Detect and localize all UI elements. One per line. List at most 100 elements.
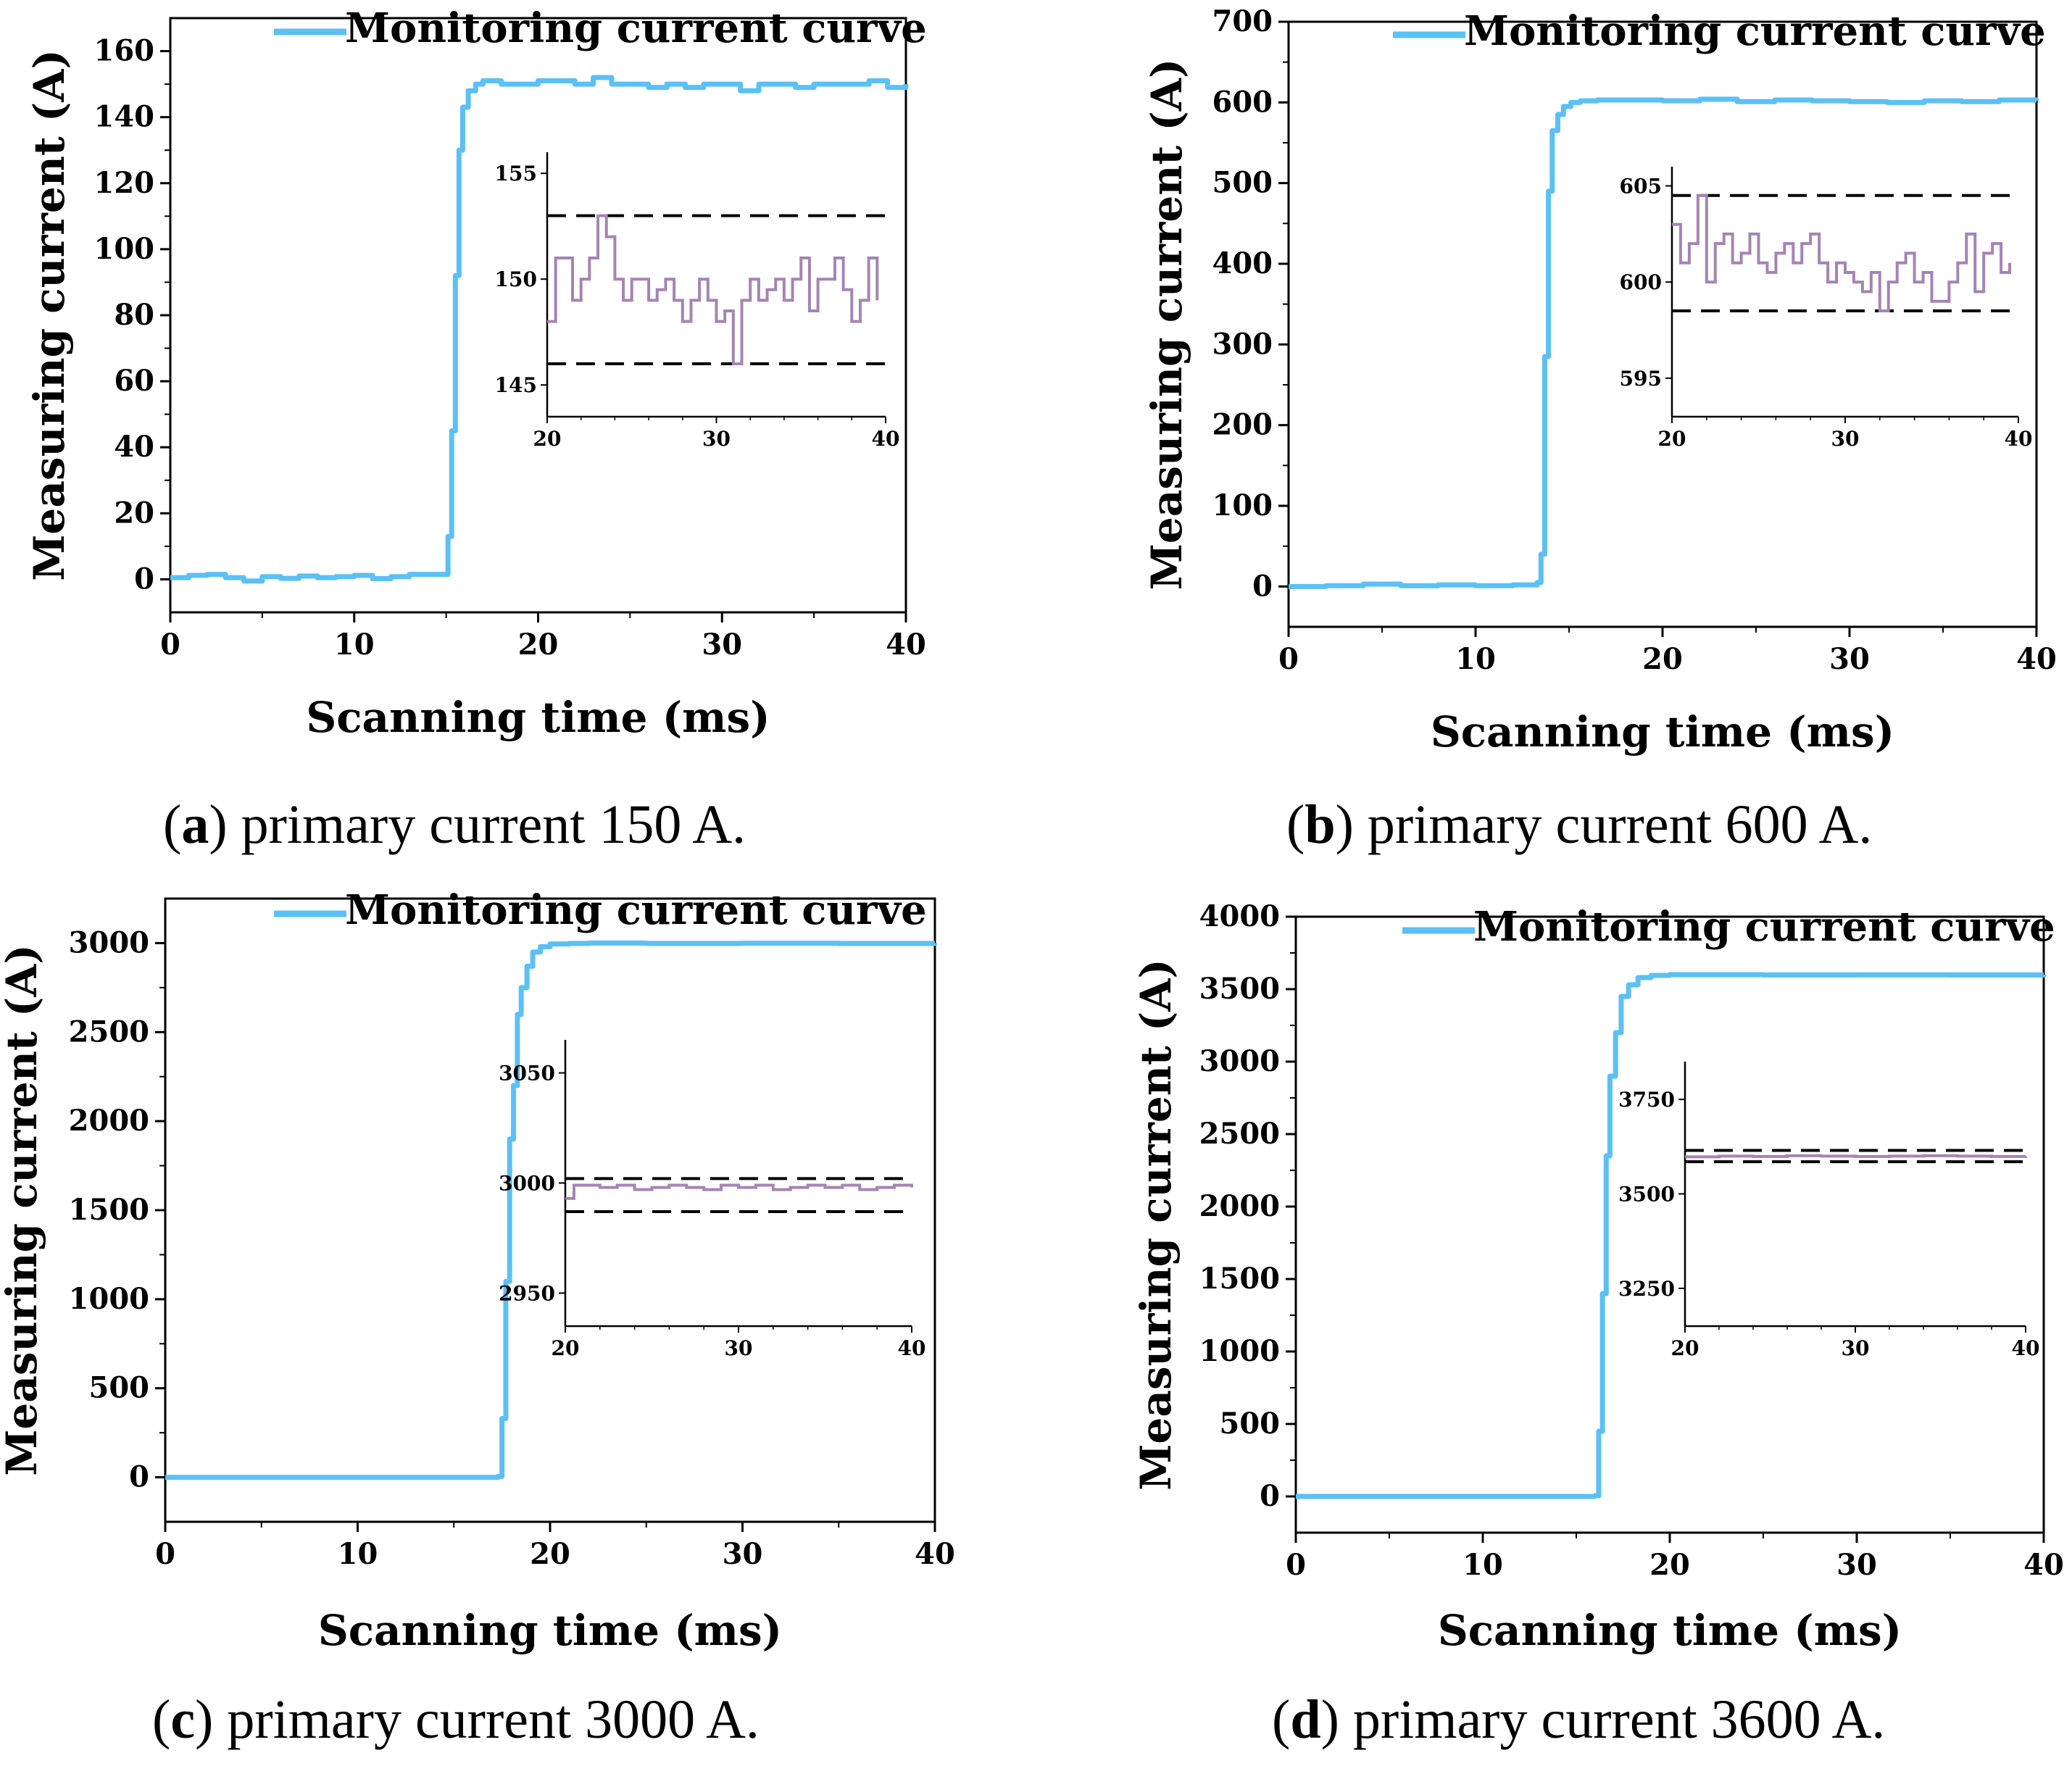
x-axis-title: Scanning time (ms) xyxy=(318,1606,782,1655)
inset-plot-b: 20 30 40 595 600 605 xyxy=(1620,167,2033,451)
chart-panel-a: 0 10 20 30 40 0 20 40 60 80 100 120 140 160 Scanning t… xyxy=(25,4,927,742)
y-tick-label: 120 xyxy=(94,166,155,200)
caption-text-d: primary current 3600 A. xyxy=(1352,1689,1886,1750)
caption-label-a: a xyxy=(181,794,209,855)
inset-y-tick-label: 3750 xyxy=(1618,1088,1675,1112)
y-tick-label: 160 xyxy=(94,34,155,68)
plot-frame xyxy=(169,17,907,614)
y-tick-label: 1500 xyxy=(1199,1262,1280,1296)
inset-x-tick-label: 30 xyxy=(725,1336,753,1360)
inset-x-tick-label: 40 xyxy=(2005,427,2033,451)
caption-label-b: b xyxy=(1305,794,1336,855)
y-tick-label: 3000 xyxy=(1199,1044,1280,1078)
y-tick-label: 2500 xyxy=(1199,1117,1280,1151)
inset-x-tick-label: 20 xyxy=(533,427,562,451)
y-tick-label: 3000 xyxy=(69,925,149,959)
y-tick-label: 0 xyxy=(129,1460,149,1494)
inset-series-line xyxy=(565,1183,913,1200)
inset-y-tick-label: 3500 xyxy=(1618,1183,1675,1207)
caption-text-a: primary current 150 A. xyxy=(241,794,746,855)
legend-label: Monitoring current curve xyxy=(345,886,927,934)
inset-y-tick-label: 3050 xyxy=(499,1062,555,1086)
caption-c: (c) primary current 3000 A. xyxy=(152,1689,760,1750)
caption-d: (d) primary current 3600 A. xyxy=(1272,1689,1886,1750)
x-axis-title: Scanning time (ms) xyxy=(306,693,770,742)
x-tick-label: 20 xyxy=(530,1537,570,1571)
x-tick-label: 30 xyxy=(1829,642,1870,676)
x-tick-label: 10 xyxy=(1463,1548,1503,1582)
x-tick-label: 40 xyxy=(2023,1548,2064,1582)
series-line-monitoring-current xyxy=(1289,96,2039,589)
inset-y-tick-label: 595 xyxy=(1620,367,1662,391)
y-tick-label: 700 xyxy=(1212,4,1273,38)
y-axis-title: Measuring current (A) xyxy=(1131,959,1181,1491)
y-tick-label: 500 xyxy=(1212,166,1273,200)
x-tick-label: 20 xyxy=(518,628,559,662)
x-tick-label: 20 xyxy=(1649,1548,1690,1582)
inset-y-tick-label: 155 xyxy=(495,162,537,186)
y-tick-label: 3500 xyxy=(1199,972,1280,1006)
inset-y-tick-label: 3000 xyxy=(499,1172,555,1196)
series-line-monitoring-current xyxy=(165,940,938,1480)
y-tick-label: 2000 xyxy=(1199,1189,1280,1223)
inset-y-tick-label: 2950 xyxy=(499,1281,555,1305)
y-axis-title: Measuring current (A) xyxy=(0,944,46,1476)
x-tick-label: 40 xyxy=(2016,642,2057,676)
y-tick-label: 4000 xyxy=(1199,899,1280,933)
series-line-monitoring-current xyxy=(1296,972,2047,1499)
y-tick-label: 300 xyxy=(1212,327,1273,361)
chart-panel-d: 0 10 20 30 40 0 500 1000 1500 2000 2500 3000 3500 400… xyxy=(1131,899,2064,1655)
y-tick-label: 2500 xyxy=(69,1015,149,1049)
x-axis-title: Scanning time (ms) xyxy=(1431,707,1894,757)
y-tick-label: 100 xyxy=(94,232,155,266)
legend-label: Monitoring current curve xyxy=(1464,7,2046,55)
inset-x-tick-label: 40 xyxy=(872,427,900,451)
y-tick-label: 40 xyxy=(114,430,154,464)
inset-x-tick-label: 30 xyxy=(1831,427,1860,451)
legend-label: Monitoring current curve xyxy=(345,4,927,52)
x-tick-label: 10 xyxy=(338,1537,378,1571)
y-tick-label: 200 xyxy=(1212,408,1273,442)
y-tick-label: 20 xyxy=(114,496,154,530)
x-tick-label: 10 xyxy=(334,628,375,662)
y-tick-label: 0 xyxy=(1252,569,1273,603)
inset-plot-d: 20 30 40 3250 3500 3750 xyxy=(1618,1062,2039,1360)
inset-y-tick-label: 3250 xyxy=(1618,1277,1675,1301)
y-tick-label: 500 xyxy=(1220,1407,1281,1441)
inset-y-tick-label: 600 xyxy=(1620,270,1662,294)
inset-x-tick-label: 40 xyxy=(2012,1336,2040,1360)
caption-label-d: d xyxy=(1290,1689,1321,1750)
plot-frame xyxy=(1287,20,2038,628)
inset-x-tick-label: 30 xyxy=(702,427,731,451)
inset-series-line xyxy=(1672,193,2012,313)
legend-label: Monitoring current curve xyxy=(1473,903,2055,951)
inset-series-line xyxy=(547,214,879,365)
x-tick-label: 0 xyxy=(160,628,180,662)
y-tick-label: 2000 xyxy=(69,1104,149,1138)
x-tick-label: 0 xyxy=(1286,1548,1306,1582)
y-tick-label: 0 xyxy=(134,562,154,596)
x-tick-label: 30 xyxy=(702,628,742,662)
y-axis-title: Measuring current (A) xyxy=(1142,59,1191,591)
x-axis-title: Scanning time (ms) xyxy=(1438,1606,1902,1655)
y-tick-label: 400 xyxy=(1212,246,1273,280)
caption-a: (a) primary current 150 A. xyxy=(163,794,746,855)
inset-x-tick-label: 40 xyxy=(898,1336,926,1360)
chart-panel-b: 0 10 20 30 400100200300400500600700Scanning … xyxy=(1142,4,2057,757)
caption-text-c: primary current 3000 A. xyxy=(227,1689,760,1750)
inset-y-tick-label: 145 xyxy=(495,373,537,397)
caption-b: (b) primary current 600 A. xyxy=(1286,794,1873,855)
y-tick-label: 60 xyxy=(114,364,154,398)
x-tick-label: 10 xyxy=(1455,642,1496,676)
x-tick-label: 20 xyxy=(1642,642,1683,676)
y-tick-label: 80 xyxy=(114,298,154,332)
inset-x-tick-label: 20 xyxy=(1658,427,1686,451)
inset-x-tick-label: 20 xyxy=(552,1336,580,1360)
x-tick-label: 0 xyxy=(1278,642,1299,676)
y-tick-label: 600 xyxy=(1212,85,1273,119)
y-tick-label: 140 xyxy=(94,100,155,134)
plot-frame xyxy=(1294,915,2045,1534)
inset-y-tick-label: 150 xyxy=(495,267,537,291)
series-line-monitoring-current xyxy=(170,75,909,584)
x-tick-label: 40 xyxy=(915,1537,955,1571)
